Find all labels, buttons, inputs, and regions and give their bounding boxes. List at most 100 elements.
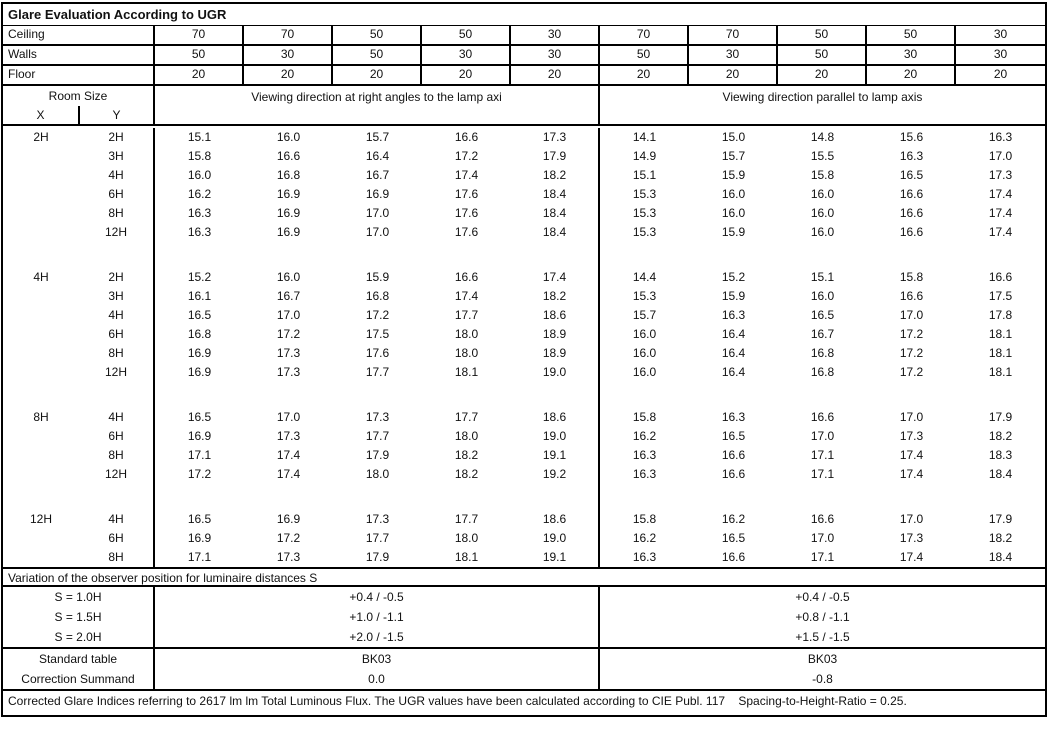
ugr-value: 18.6 [511, 306, 600, 325]
ugr-value: 16.9 [365, 187, 390, 201]
surface-label: Floor [3, 66, 155, 84]
room-y-label: 4H [79, 306, 155, 325]
ugr-row: 8H 4H 16.5 17.0 17.3 17.7 18.6 15.8 16.3 16.6 17.0… [3, 408, 1045, 427]
room-x-label [3, 287, 79, 306]
surface-value: 20 [422, 66, 511, 84]
summary-value-right: -0.8 [812, 672, 833, 686]
ugr-value: 17.1 [187, 550, 212, 564]
ugr-value: 16.6 [276, 149, 301, 163]
ugr-value: 17.0 [365, 206, 390, 220]
gap-cell [867, 382, 956, 408]
ugr-value: 18.1 [454, 365, 479, 379]
ugr-value: 17.3 [276, 429, 301, 443]
ugr-value: 16.4 [721, 346, 746, 360]
ugr-value: 19.0 [511, 529, 600, 548]
ugr-value: 17.3 [511, 128, 600, 147]
ugr-value: 16.5 [721, 429, 746, 443]
surface-value: 70 [689, 26, 778, 44]
ugr-value: 18.1 [988, 327, 1013, 341]
room-size-header: Room Size X Y [3, 86, 155, 124]
table-header-row: Room Size X Y Viewing direction at right… [3, 86, 1045, 126]
summary-label: Correction Summand [3, 669, 155, 689]
correction-value-right: +0.4 / -0.5 [795, 590, 850, 604]
ugr-value: 17.0 [988, 149, 1013, 163]
ugr-value: 16.9 [276, 225, 301, 239]
ugr-value: 14.4 [632, 270, 657, 284]
block-gap [3, 382, 1045, 408]
gap-cell [244, 242, 333, 268]
distance-label: S = 2.0H [3, 627, 155, 647]
ugr-row: 4H 2H 15.2 16.0 15.9 16.6 17.4 14.4 15.2 15.1 15.8… [3, 268, 1045, 287]
gap-cell [333, 242, 422, 268]
ugr-value: 15.3 [632, 289, 657, 303]
ugr-value: 17.9 [511, 147, 600, 166]
ugr-value: 16.0 [632, 346, 657, 360]
correction-value-left: +0.4 / -0.5 [155, 587, 600, 607]
ugr-value: 17.7 [454, 512, 479, 526]
room-x-label [3, 446, 79, 465]
ugr-value: 15.6 [899, 130, 924, 144]
ugr-value: 16.2 [632, 429, 657, 443]
ugr-row: 12H 4H 16.5 16.9 17.3 17.7 18.6 15.8 16.2 16.6 17.… [3, 510, 1045, 529]
ugr-value: 17.7 [454, 410, 479, 424]
ugr-value: 18.2 [454, 448, 479, 462]
ugr-value: 17.4 [899, 467, 924, 481]
surface-row: Ceiling 70 70 50 50 30 70 70 50 50 30 [3, 26, 1045, 46]
ugr-value: 17.3 [276, 346, 301, 360]
ugr-value: 15.2 [721, 270, 746, 284]
ugr-value: 18.3 [988, 448, 1013, 462]
ugr-row: 8H 16.3 16.9 17.0 17.6 18.4 15.3 16.0 16.0 16.6 17… [3, 204, 1045, 223]
ugr-value: 18.9 [511, 344, 600, 363]
gap-cell [867, 242, 956, 268]
gap-cell [511, 382, 600, 408]
room-y-label: 6H [79, 427, 155, 446]
ugr-value: 16.2 [721, 512, 746, 526]
ugr-value: 16.2 [632, 531, 657, 545]
ugr-value: 16.4 [365, 149, 390, 163]
surface-value: 50 [333, 46, 422, 64]
ugr-value: 16.5 [187, 512, 212, 526]
gap-cell [778, 382, 867, 408]
variation-row: S = 1.0H +0.4 / -0.5 +0.4 / -0.5 [3, 587, 1045, 607]
ugr-value: 16.1 [187, 289, 212, 303]
ugr-value: 17.0 [810, 531, 835, 545]
ugr-value: 15.7 [632, 308, 657, 322]
room-x-label [3, 363, 79, 382]
ugr-value: 17.4 [899, 550, 924, 564]
ugr-value: 18.6 [511, 510, 600, 529]
room-x-label [3, 223, 79, 242]
surface-value: 50 [600, 46, 689, 64]
surface-value: 50 [333, 26, 422, 44]
ugr-value: 16.0 [810, 289, 835, 303]
gap-cell [79, 484, 155, 510]
ugr-row: 12H 17.2 17.4 18.0 18.2 19.2 16.3 16.6 17.1 17.4 1… [3, 465, 1045, 484]
room-y-label: 4H [79, 408, 155, 427]
ugr-row: 3H 16.1 16.7 16.8 17.4 18.2 15.3 15.9 16.0 16.6 17… [3, 287, 1045, 306]
gap-cell [79, 382, 155, 408]
surface-value: 70 [244, 26, 333, 44]
ugr-value: 15.8 [632, 410, 657, 424]
ugr-value: 16.0 [810, 187, 835, 201]
ugr-row: 2H 2H 15.1 16.0 15.7 16.6 17.3 14.1 15.0 14.8 15.6… [3, 128, 1045, 147]
ugr-value: 15.3 [632, 187, 657, 201]
ugr-value: 17.2 [899, 327, 924, 341]
xy-header: X Y [3, 106, 153, 124]
gap-cell [422, 382, 511, 408]
gap-cell [3, 242, 79, 268]
ugr-value: 17.1 [187, 448, 212, 462]
ugr-value: 18.2 [454, 467, 479, 481]
distance-label: S = 1.5H [3, 607, 155, 627]
room-y-label: 2H [79, 128, 155, 147]
ugr-value: 17.3 [988, 168, 1013, 182]
surface-value: 30 [867, 46, 956, 64]
gap-cell [333, 382, 422, 408]
ugr-value: 16.8 [276, 168, 301, 182]
gap-cell [155, 242, 244, 268]
ugr-value: 16.6 [721, 550, 746, 564]
surface-reflectance-rows: Ceiling 70 70 50 50 30 70 70 50 50 30 Walls 50 30 50 30… [3, 26, 1045, 86]
ugr-value: 16.6 [454, 130, 479, 144]
ugr-value: 17.2 [276, 531, 301, 545]
ugr-value: 17.2 [187, 467, 212, 481]
ugr-value: 16.7 [276, 289, 301, 303]
gap-cell [79, 242, 155, 268]
